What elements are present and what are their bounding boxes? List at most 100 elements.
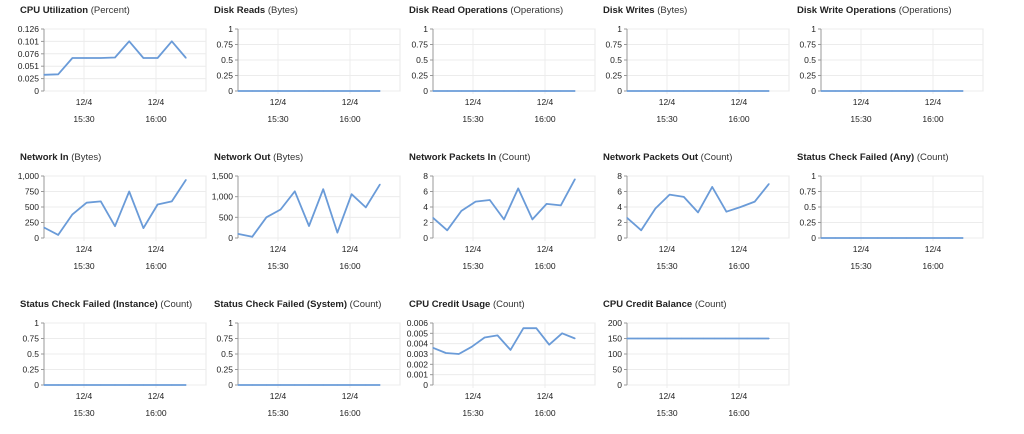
data-point — [919, 90, 921, 92]
y-tick-label: 1,500 — [212, 171, 234, 181]
y-tick-label: 1,000 — [18, 171, 40, 181]
x-tick-date: 12/4 — [731, 244, 748, 254]
chart-title[interactable]: CPU Utilization (Percent) — [20, 5, 130, 17]
data-point — [891, 90, 893, 92]
y-tick-label: 0 — [34, 233, 39, 243]
y-tick-label: 0.75 — [22, 334, 39, 344]
line-chart[interactable]: 1 0.75 0.5 0.25 0 12/4 15:30 12/4 16:00 — [797, 5, 987, 140]
data-point — [503, 218, 505, 220]
x-tick-date: 12/4 — [76, 97, 93, 107]
line-chart[interactable]: 1 0.75 0.5 0.25 0 12/4 15:30 12/4 16:00 — [20, 299, 210, 434]
y-tick-label: 0.75 — [799, 40, 816, 50]
line-chart[interactable]: 200 150 100 50 0 12/4 15:30 12/4 16:00 — [603, 299, 793, 434]
chart-panel: Status Check Failed (Any) (Count) 1 0.75 0.… — [797, 152, 987, 287]
y-tick-label: 0.101 — [18, 36, 40, 46]
data-point — [308, 90, 310, 92]
chart-title-metric: Disk Writes — [603, 5, 655, 16]
line-chart[interactable]: 1 0.75 0.5 0.25 0 12/4 15:30 12/4 16:00 — [603, 5, 793, 140]
chart-title-unit: (Bytes) — [654, 5, 688, 16]
y-tick-label: 0.25 — [216, 365, 233, 375]
x-tick-date: 12/4 — [537, 244, 554, 254]
data-point — [280, 208, 282, 211]
x-tick-time: 15:30 — [462, 114, 484, 124]
chart-panel: CPU Credit Usage (Count) 0.006 0.005 0.004 0… — [407, 299, 599, 434]
y-tick-label: 0.5 — [804, 202, 816, 212]
data-point — [697, 90, 699, 92]
x-tick-time: 15:30 — [462, 261, 484, 271]
chart-title[interactable]: Disk Writes (Bytes) — [603, 5, 687, 17]
data-point — [503, 90, 505, 92]
chart-title[interactable]: Status Check Failed (System) (Count) — [214, 299, 381, 311]
chart-title[interactable]: Network In (Bytes) — [20, 152, 101, 164]
data-point — [746, 337, 748, 340]
chart-title[interactable]: Disk Write Operations (Operations) — [797, 5, 952, 17]
line-chart[interactable]: 1,500 1,000 500 0 12/4 15:30 12/4 16:00 — [212, 152, 404, 287]
chart-title[interactable]: CPU Credit Usage (Count) — [409, 299, 525, 311]
data-point — [379, 384, 381, 386]
y-tick-label: 1 — [34, 318, 39, 328]
line-chart[interactable]: 1 0.75 0.5 0.25 0 12/4 15:30 12/4 16:00 — [214, 5, 404, 140]
series-line[interactable] — [432, 327, 576, 355]
line-chart[interactable]: 0.126 0.101 0.076 0.051 0.025 0 12/4 15:30 12/4 1… — [18, 5, 210, 140]
plot-frame — [43, 28, 207, 92]
chart-title[interactable]: Status Check Failed (Any) (Count) — [797, 152, 949, 164]
data-point — [280, 384, 282, 386]
data-point — [280, 90, 282, 92]
x-tick-time: 16:00 — [728, 408, 750, 418]
data-point — [86, 202, 88, 204]
x-tick-date: 12/4 — [925, 244, 942, 254]
y-tick-label: 0 — [228, 86, 233, 96]
data-point — [626, 90, 628, 92]
line-chart[interactable]: 1,000 750 500 250 0 12/4 15:30 12/4 16:00 — [18, 152, 210, 287]
chart-panel: Network Out (Bytes) 1,500 1,000 500 0 12/4 15:… — [212, 152, 404, 287]
data-point — [820, 90, 822, 92]
chart-panel: CPU Utilization (Percent) 0.126 0.101 0.076… — [18, 5, 210, 140]
chart-title-unit: (Count) — [496, 152, 531, 163]
line-chart[interactable]: 8 6 4 2 0 12/4 15:30 12/4 16:00 — [603, 152, 793, 287]
line-chart[interactable]: 1 0.75 0.5 0.25 0 12/4 15:30 12/4 16:00 — [409, 5, 599, 140]
chart-title[interactable]: Network Packets In (Count) — [409, 152, 530, 164]
line-chart[interactable]: 1 0.75 0.5 0.25 0 12/4 15:30 12/4 16:00 — [797, 152, 987, 287]
data-point — [432, 217, 434, 219]
y-tick-label: 250 — [25, 218, 39, 228]
series-line[interactable] — [237, 183, 381, 238]
x-tick-date: 12/4 — [148, 244, 165, 254]
x-tick-date: 12/4 — [342, 97, 359, 107]
data-point — [948, 237, 950, 239]
data-point — [171, 200, 173, 202]
data-point — [877, 90, 879, 92]
y-tick-label: 0.004 — [407, 339, 429, 349]
y-tick-label: 0.5 — [804, 55, 816, 65]
x-tick-time: 16:00 — [534, 408, 556, 418]
data-point — [683, 90, 685, 92]
chart-title[interactable]: Network Packets Out (Count) — [603, 152, 732, 164]
data-point — [445, 352, 447, 354]
data-point — [637, 337, 639, 340]
chart-title[interactable]: Disk Read Operations (Operations) — [409, 5, 563, 17]
x-tick-time: 16:00 — [728, 114, 750, 124]
x-tick-time: 15:30 — [850, 114, 872, 124]
data-point — [142, 384, 144, 386]
chart-title[interactable]: Disk Reads (Bytes) — [214, 5, 298, 17]
chart-title[interactable]: CPU Credit Balance (Count) — [603, 299, 727, 311]
line-chart[interactable]: 1 0.75 0.5 0.25 0 12/4 15:30 12/4 16:00 — [214, 299, 404, 434]
y-tick-label: 1,000 — [212, 192, 234, 202]
data-point — [820, 237, 822, 239]
data-point — [848, 90, 850, 92]
data-point — [43, 74, 45, 76]
x-tick-date: 12/4 — [537, 97, 554, 107]
chart-title-metric: Disk Read Operations — [409, 5, 508, 16]
data-point — [711, 90, 713, 92]
data-point — [171, 40, 173, 42]
chart-title[interactable]: Network Out (Bytes) — [214, 152, 303, 164]
data-point — [71, 213, 73, 215]
data-point — [294, 384, 296, 386]
chart-title-metric: Network Packets In — [409, 152, 497, 163]
x-tick-time: 16:00 — [534, 114, 556, 124]
line-chart[interactable]: 8 6 4 2 0 12/4 15:30 12/4 16:00 — [409, 152, 599, 287]
y-tick-label: 500 — [25, 202, 39, 212]
data-point — [294, 90, 296, 92]
data-point — [432, 347, 434, 349]
chart-title[interactable]: Status Check Failed (Instance) (Count) — [20, 299, 192, 311]
